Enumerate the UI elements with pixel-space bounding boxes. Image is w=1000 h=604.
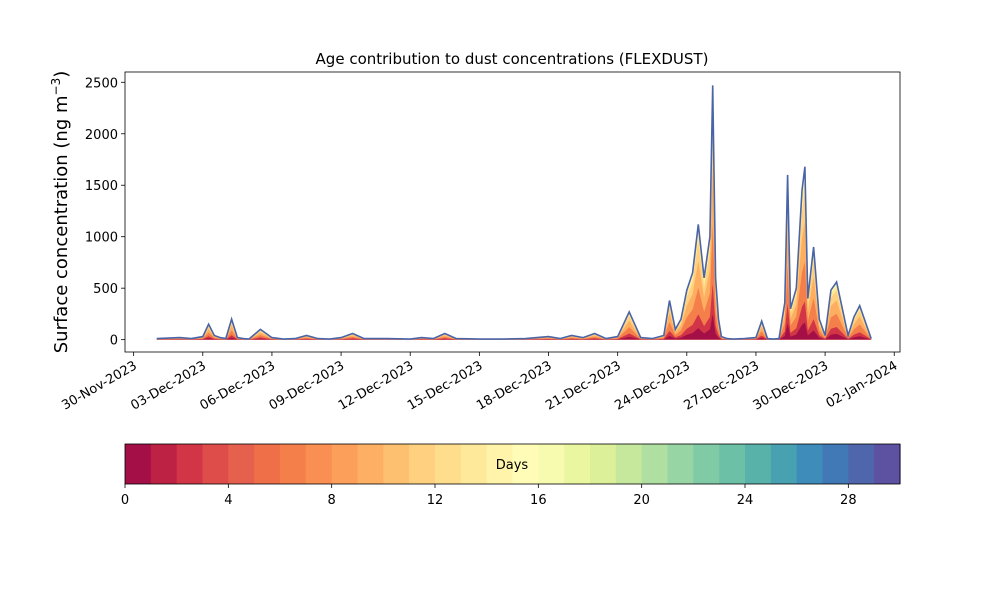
age-layer-area (156, 166, 872, 340)
plot-area (156, 85, 872, 340)
x-tick-label: 12-Dec-2023 (336, 358, 416, 413)
axes-frame (124, 71, 901, 353)
colorbar-swatch (848, 444, 875, 484)
colorbar-tick-label: 24 (737, 493, 754, 508)
age-layer-area (156, 100, 872, 340)
x-tick-label: 21-Dec-2023 (543, 358, 623, 413)
colorbar-swatch (176, 444, 204, 484)
colorbar-swatch (305, 444, 333, 484)
colorbar-swatch (435, 444, 462, 484)
age-layer-area (156, 85, 872, 340)
y-axis: 0 500 1000 1500 2000 2500 (85, 76, 125, 349)
colorbar-swatch (770, 444, 798, 484)
x-tick-label: 02-Jan-2024 (824, 358, 901, 411)
colorbar-swatch (383, 444, 410, 484)
y-tick-label: 1000 (85, 231, 118, 246)
y-axis-label-sup: −3 (49, 78, 63, 96)
x-axis: 30-Nov-202303-Dec-202306-Dec-202309-Dec-… (59, 352, 900, 414)
colorbar-swatch (615, 444, 643, 484)
colorbar-swatch (486, 444, 514, 484)
x-tick-label: 15-Dec-2023 (405, 358, 485, 413)
age-layer-area (156, 225, 872, 340)
total-series-line (156, 85, 872, 340)
x-tick-label: 27-Dec-2023 (682, 358, 762, 413)
colorbar-tick-label: 8 (328, 493, 336, 508)
colorbar-swatch (719, 444, 746, 484)
colorbar-swatch (460, 444, 488, 484)
y-tick-label: 2000 (85, 128, 118, 143)
y-tick-label: 2500 (85, 76, 118, 91)
colorbar-swatch (512, 444, 539, 484)
colorbar-swatch (590, 444, 617, 484)
colorbar-swatch (667, 444, 694, 484)
colorbar-swatch (693, 444, 720, 484)
x-tick-label: 03-Dec-2023 (128, 358, 208, 413)
colorbar-swatch (357, 444, 384, 484)
colorbar-swatch (228, 444, 255, 484)
colorbar-swatch (125, 444, 152, 484)
colorbar-tick-label: 20 (633, 493, 650, 508)
x-tick-label: 09-Dec-2023 (267, 358, 347, 413)
colorbar-swatch (745, 444, 772, 484)
x-tick-label: 30-Dec-2023 (751, 358, 831, 413)
colorbar-swatch (874, 444, 901, 484)
y-axis-label-close: ) (51, 71, 72, 78)
colorbar-swatch (150, 444, 178, 484)
colorbar-swatch (796, 444, 824, 484)
colorbar-swatch (280, 444, 307, 484)
y-tick-label: 0 (110, 334, 118, 349)
colorbar-tick-label: 12 (427, 493, 444, 508)
colorbar-swatch (564, 444, 591, 484)
y-tick-label: 1500 (85, 179, 118, 194)
y-axis-label-main: Surface concentration (ng m (51, 95, 72, 353)
colorbar-swatch (202, 444, 229, 484)
chart-title: Age contribution to dust concentrations … (316, 50, 709, 68)
x-tick-label: 30-Nov-2023 (59, 358, 139, 413)
colorbar-tick-label: 4 (224, 493, 232, 508)
colorbar-swatch (254, 444, 281, 484)
colorbar-swatch (822, 444, 849, 484)
colorbar-ticks: 0 4 8 12 16 20 24 28 (121, 484, 857, 508)
colorbar-swatch (409, 444, 436, 484)
colorbar (125, 444, 901, 484)
x-tick-label: 06-Dec-2023 (198, 358, 278, 413)
y-tick-label: 500 (93, 282, 118, 297)
colorbar-swatch (538, 444, 565, 484)
x-tick-label: 18-Dec-2023 (474, 358, 554, 413)
colorbar-tick-label: 28 (840, 493, 857, 508)
age-layer-area (156, 314, 872, 340)
colorbar-swatch (331, 444, 359, 484)
colorbar-tick-label: 16 (530, 493, 547, 508)
age-layer-area (156, 123, 872, 340)
age-layer-area (156, 283, 872, 340)
y-axis-label: Surface concentration (ng m−3) (49, 71, 72, 354)
colorbar-swatch (641, 444, 669, 484)
x-tick-label: 24-Dec-2023 (612, 358, 692, 413)
colorbar-frame (124, 443, 901, 485)
colorbar-tick-label: 0 (121, 493, 129, 508)
colorbar-label: Days (496, 458, 529, 473)
